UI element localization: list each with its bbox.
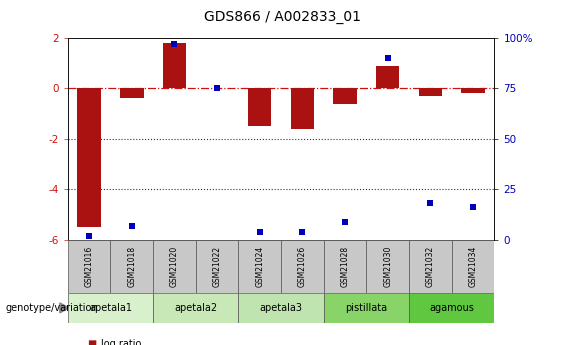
Point bbox=[468, 205, 477, 210]
Point bbox=[298, 229, 307, 235]
Text: apetala1: apetala1 bbox=[89, 303, 132, 313]
Point bbox=[383, 56, 392, 61]
Bar bbox=[409, 293, 494, 323]
Bar bbox=[68, 293, 153, 323]
Text: pistillata: pistillata bbox=[345, 303, 388, 313]
Bar bbox=[290, 88, 314, 129]
Bar bbox=[153, 240, 196, 293]
Point bbox=[212, 86, 221, 91]
Text: apetala3: apetala3 bbox=[259, 303, 303, 313]
Text: ■: ■ bbox=[88, 339, 97, 345]
Bar bbox=[281, 240, 324, 293]
Bar bbox=[68, 240, 110, 293]
Text: GSM21020: GSM21020 bbox=[170, 246, 179, 287]
Bar bbox=[419, 88, 442, 96]
Text: agamous: agamous bbox=[429, 303, 474, 313]
Bar bbox=[324, 240, 367, 293]
Text: GSM21028: GSM21028 bbox=[341, 246, 350, 287]
Bar bbox=[120, 88, 144, 99]
Text: apetala2: apetala2 bbox=[174, 303, 218, 313]
Text: GSM21026: GSM21026 bbox=[298, 246, 307, 287]
Point bbox=[255, 229, 264, 235]
Text: GSM21032: GSM21032 bbox=[426, 246, 435, 287]
Text: GSM21034: GSM21034 bbox=[468, 246, 477, 287]
Bar bbox=[333, 88, 357, 104]
Point bbox=[341, 219, 350, 224]
Point bbox=[170, 41, 179, 47]
Bar bbox=[153, 293, 238, 323]
Bar bbox=[461, 88, 485, 93]
Text: GSM21022: GSM21022 bbox=[212, 246, 221, 287]
Text: GDS866 / A002833_01: GDS866 / A002833_01 bbox=[204, 10, 361, 24]
Text: genotype/variation: genotype/variation bbox=[6, 303, 98, 313]
Bar bbox=[195, 240, 238, 293]
Text: GSM21030: GSM21030 bbox=[383, 246, 392, 287]
Text: GSM21016: GSM21016 bbox=[85, 246, 94, 287]
Bar bbox=[248, 88, 272, 126]
Polygon shape bbox=[60, 303, 69, 313]
Bar bbox=[77, 88, 101, 227]
Point bbox=[426, 201, 435, 206]
Bar bbox=[238, 240, 281, 293]
Point bbox=[85, 233, 94, 238]
Bar bbox=[110, 240, 153, 293]
Bar bbox=[452, 240, 494, 293]
Bar bbox=[238, 293, 324, 323]
Text: log ratio: log ratio bbox=[101, 339, 141, 345]
Bar bbox=[324, 293, 409, 323]
Bar bbox=[367, 240, 409, 293]
Text: GSM21018: GSM21018 bbox=[127, 246, 136, 287]
Bar bbox=[409, 240, 452, 293]
Bar bbox=[376, 66, 399, 88]
Text: GSM21024: GSM21024 bbox=[255, 246, 264, 287]
Point bbox=[127, 223, 136, 228]
Bar bbox=[163, 43, 186, 88]
